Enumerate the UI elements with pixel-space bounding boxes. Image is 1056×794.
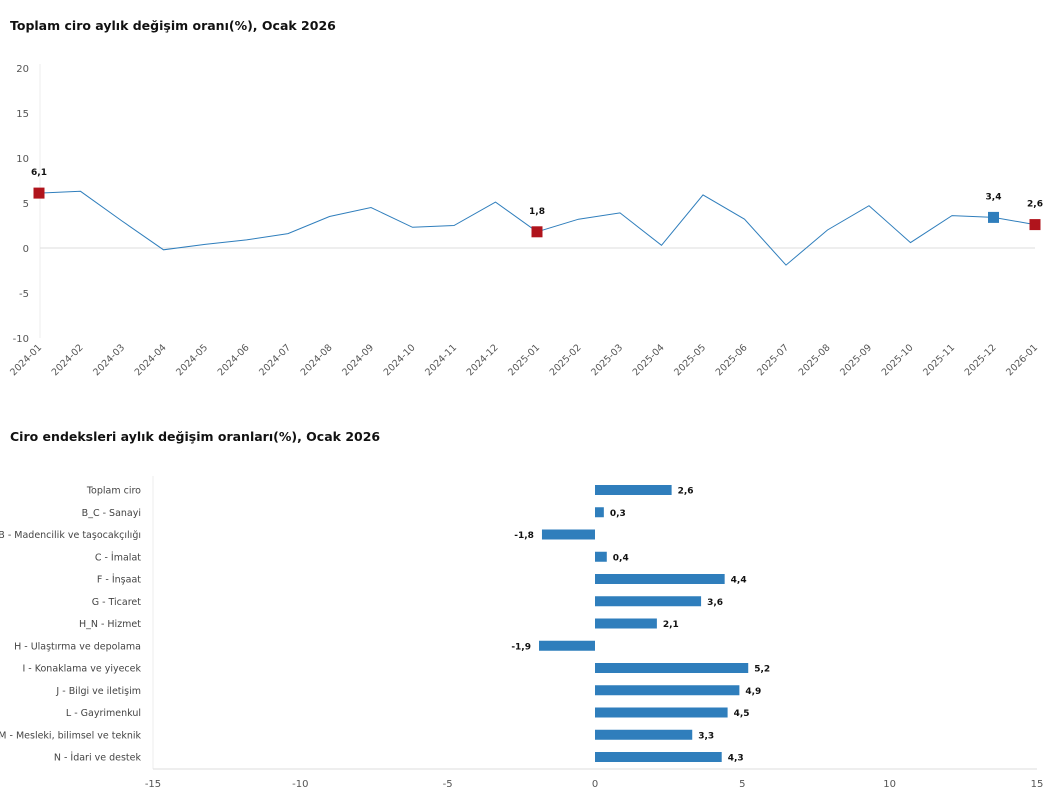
bar: [595, 663, 749, 673]
data-label: 3,6: [707, 598, 723, 608]
highlight-marker: [988, 211, 999, 223]
x-tick-label: -5: [443, 779, 453, 790]
category-label: B_C - Sanayi: [82, 508, 141, 519]
category-label: B - Madencilik ve taşocakçılığı: [0, 530, 141, 541]
bar: [595, 729, 693, 740]
x-tick-label: -10: [292, 779, 308, 790]
data-label: 0,4: [613, 553, 629, 563]
bar: [595, 618, 657, 629]
highlight-marker: [33, 187, 45, 199]
y-tick-label: 5: [23, 199, 29, 210]
bar: [595, 685, 740, 696]
category-label: H - Ulaştırma ve depolama: [14, 641, 141, 652]
category-label: Toplam ciro: [86, 486, 141, 497]
x-tick-label: -15: [145, 779, 161, 790]
highlight-marker: [1029, 219, 1041, 231]
bar: [595, 507, 604, 518]
bar: [595, 707, 728, 718]
data-label: 2,6: [678, 487, 694, 497]
x-tick-label: 5: [739, 779, 745, 790]
data-label: 0,3: [610, 509, 626, 519]
y-tick-label: -5: [19, 289, 29, 300]
category-label: H_N - Hizmet: [79, 619, 141, 630]
y-tick-label: -10: [13, 334, 29, 345]
data-label: 4,3: [728, 754, 744, 764]
line-chart-title: Toplam ciro aylık değişim oranı(%), Ocak…: [10, 18, 336, 33]
category-label: I - Konaklama ve yiyecek: [22, 664, 141, 675]
x-tick-label: 0: [592, 779, 598, 790]
y-tick-label: 20: [16, 64, 29, 75]
data-label: -1,8: [514, 531, 534, 541]
category-label: M - Mesleki, bilimsel ve teknik: [0, 730, 141, 741]
bar-chart-title: Ciro endeksleri aylık değişim oranları(%…: [10, 429, 381, 444]
category-label: L - Gayrimenkul: [66, 708, 141, 719]
category-label: N - İdari ve destek: [54, 753, 142, 764]
y-tick-label: 0: [23, 244, 29, 255]
category-label: C - İmalat: [95, 552, 141, 563]
data-label: 4,4: [731, 576, 747, 586]
category-label: G - Ticaret: [92, 597, 142, 608]
category-label: F - İnşaat: [97, 575, 141, 586]
category-label: J - Bilgi ve iletişim: [55, 686, 141, 697]
x-tick-label: 15: [1031, 779, 1044, 790]
data-label: 6,1: [31, 168, 47, 178]
bar: [539, 640, 595, 651]
y-tick-label: 10: [16, 154, 29, 165]
bar: [595, 596, 702, 607]
data-label: 4,9: [745, 687, 761, 697]
bar: [595, 752, 722, 762]
bar: [595, 485, 672, 495]
data-label: 4,5: [734, 709, 750, 719]
bar: [541, 529, 595, 540]
data-label: 2,6: [1027, 200, 1043, 210]
data-label: 3,3: [698, 731, 714, 741]
highlight-marker: [531, 226, 543, 238]
bar: [595, 551, 607, 562]
data-label: -1,9: [511, 642, 531, 652]
bar: [595, 574, 725, 584]
data-label: 2,1: [663, 620, 679, 630]
data-label: 5,2: [754, 665, 770, 675]
data-label: 1,8: [529, 207, 545, 217]
x-tick-label: 10: [883, 779, 896, 790]
data-label: 3,4: [986, 192, 1002, 202]
y-tick-label: 15: [16, 109, 29, 120]
